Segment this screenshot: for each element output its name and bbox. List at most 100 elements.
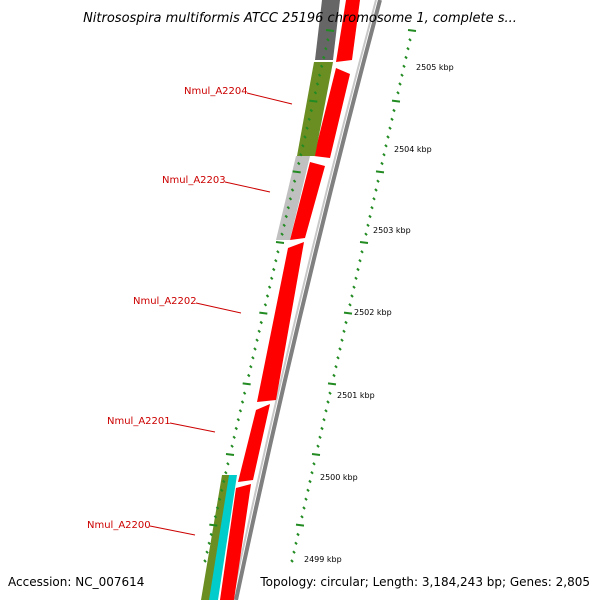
map-title: Nitrosospira multiformis ATCC 25196 chro… (83, 11, 517, 26)
tick-minor (322, 417, 326, 422)
tick-minor (382, 152, 386, 157)
tick-minor (348, 303, 352, 307)
cds-arrow[interactable] (290, 162, 325, 240)
tick-minor (304, 497, 308, 501)
position-ticks (290, 29, 417, 563)
inner-tick-minor (238, 409, 243, 413)
tick-minor (372, 197, 376, 201)
inner-tick-minor (272, 267, 276, 272)
cds-arrow[interactable] (238, 404, 270, 482)
feature-pseudo[interactable] (276, 156, 310, 240)
inner-tick-minor (282, 223, 286, 228)
inner-tick-minor (322, 55, 326, 60)
accession-text: Accession: NC_007614 (8, 575, 144, 589)
tick-minor (340, 338, 344, 342)
tick-minor (328, 391, 332, 395)
tick-major (391, 99, 401, 103)
inner-tick-minor (317, 73, 322, 77)
inner-tick-minor (255, 338, 259, 342)
tick-label-2504: 2504 kbp (394, 145, 432, 154)
inner-tick-minor (267, 285, 272, 289)
feature-rna[interactable] (209, 475, 237, 600)
tick-minor (306, 488, 310, 493)
tick-major (407, 29, 417, 32)
gene-label-nmul-a2204[interactable]: Nmul_A2204 (184, 86, 248, 97)
inner-tick-minor (222, 479, 226, 484)
inner-tick-minor (297, 161, 301, 166)
tick-major (343, 311, 353, 315)
inner-tick-minor (232, 435, 236, 440)
tick-minor (408, 38, 412, 42)
inner-tick-minor (288, 197, 293, 201)
gene-label-line (195, 302, 242, 314)
inner-tick-minor (274, 258, 278, 263)
inner-tick-minor (251, 356, 255, 360)
inner-tick-minor (326, 38, 330, 42)
tick-minor (386, 135, 390, 139)
backbone-inner (231, 0, 377, 600)
tick-major (359, 241, 369, 244)
inner-tick-minor (205, 550, 209, 554)
tick-minor (396, 91, 400, 95)
inner-tick-minor (207, 541, 211, 546)
feature-gene[interactable] (297, 62, 333, 156)
tick-minor (318, 435, 322, 440)
inner-tick-minor (259, 320, 263, 325)
inner-tick-minor (226, 462, 230, 466)
tick-major (295, 523, 305, 527)
gene-label-nmul-a2203[interactable]: Nmul_A2203 (162, 175, 226, 186)
tick-label-2501: 2501 kbp (337, 391, 375, 400)
tick-minor (326, 400, 330, 404)
inner-tick-minor (313, 91, 318, 95)
inner-tick-minor (209, 532, 213, 537)
tick-major (311, 453, 321, 456)
gene-label-nmul-a2202[interactable]: Nmul_A2202 (133, 296, 197, 307)
inner-tick-minor (236, 417, 241, 422)
tick-minor (310, 470, 314, 475)
tick-minor (336, 356, 340, 360)
inner-tick-major (259, 311, 268, 315)
tick-minor (400, 73, 404, 77)
tick-major (375, 170, 385, 174)
inner-tick-major (242, 382, 251, 386)
tick-minor (370, 205, 374, 210)
tick-minor (390, 117, 394, 122)
inner-tick-major (309, 99, 318, 103)
tick-minor (354, 276, 358, 281)
gene-label-nmul-a2200[interactable]: Nmul_A2200 (87, 520, 151, 531)
inner-tick-minor (224, 470, 228, 475)
inner-tick-minor (315, 82, 320, 86)
tick-minor (392, 108, 396, 113)
gene-label-line (224, 181, 271, 193)
inner-tick-minor (309, 108, 313, 113)
cds-arrow[interactable] (314, 68, 350, 158)
tick-minor (312, 462, 316, 466)
inner-tick-major (225, 453, 235, 456)
gene-label-nmul-a2201[interactable]: Nmul_A2201 (107, 416, 171, 427)
inner-tick-minor (324, 46, 328, 51)
inner-tick-minor (230, 444, 234, 448)
tick-minor (398, 82, 402, 86)
inner-tick-minor (303, 135, 307, 139)
tick-minor (380, 161, 384, 166)
inner-tick-minor (280, 232, 284, 236)
gene-label-line (246, 92, 293, 105)
inner-tick-minor (305, 126, 309, 130)
tick-label-2502: 2502 kbp (354, 308, 392, 317)
inner-tick-minor (253, 347, 257, 351)
inner-tick-minor (213, 515, 218, 519)
cds-arrow[interactable] (220, 484, 251, 600)
inner-tick-minor (290, 188, 295, 192)
feature-gene[interactable] (201, 475, 230, 600)
tick-minor (350, 294, 354, 298)
tick-label-2499: 2499 kbp (304, 555, 342, 564)
cds-arrow[interactable] (336, 0, 360, 62)
inner-tick-minor (265, 294, 270, 298)
tick-minor (368, 214, 372, 219)
tick-label-2505: 2505 kbp (416, 63, 454, 72)
inner-tick-minor (307, 117, 311, 122)
cds-arrow[interactable] (257, 242, 304, 402)
tick-minor (316, 444, 320, 448)
inner-tick-minor (219, 488, 224, 493)
